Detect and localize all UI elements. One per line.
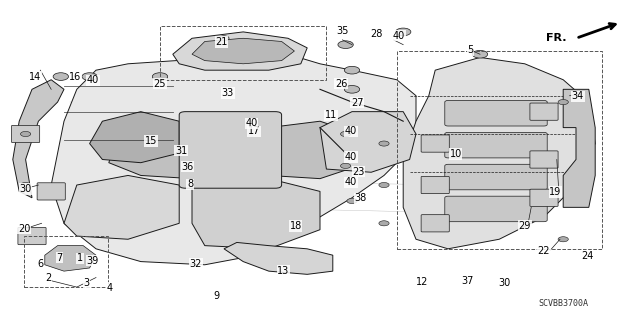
Text: 36: 36 xyxy=(181,161,194,172)
Polygon shape xyxy=(173,32,307,70)
Text: 40: 40 xyxy=(86,75,99,85)
Text: 16: 16 xyxy=(69,72,82,82)
FancyBboxPatch shape xyxy=(179,112,282,188)
Text: 40: 40 xyxy=(245,118,258,129)
Text: 21: 21 xyxy=(215,37,228,47)
Polygon shape xyxy=(563,89,595,207)
Text: 26: 26 xyxy=(335,78,348,89)
Text: 6: 6 xyxy=(37,259,44,269)
Circle shape xyxy=(219,36,229,41)
Polygon shape xyxy=(320,112,416,172)
Polygon shape xyxy=(192,38,294,64)
Text: 40: 40 xyxy=(392,31,405,41)
Polygon shape xyxy=(51,48,416,265)
Text: 40: 40 xyxy=(344,177,357,188)
Circle shape xyxy=(396,28,411,36)
Circle shape xyxy=(472,50,488,58)
Polygon shape xyxy=(64,175,179,239)
Text: 30: 30 xyxy=(19,184,32,194)
Polygon shape xyxy=(13,80,64,198)
Polygon shape xyxy=(403,57,595,249)
Text: 33: 33 xyxy=(221,88,234,98)
Circle shape xyxy=(152,73,168,80)
Text: 32: 32 xyxy=(189,259,202,269)
Polygon shape xyxy=(192,179,320,249)
FancyBboxPatch shape xyxy=(421,215,449,232)
Circle shape xyxy=(82,73,97,80)
FancyBboxPatch shape xyxy=(445,100,547,126)
Text: 22: 22 xyxy=(538,246,550,256)
Text: 14: 14 xyxy=(29,71,42,82)
Circle shape xyxy=(558,100,568,105)
Text: 27: 27 xyxy=(351,98,364,108)
Circle shape xyxy=(379,221,389,226)
Circle shape xyxy=(347,198,357,204)
Text: 15: 15 xyxy=(145,136,157,146)
Text: 19: 19 xyxy=(549,187,562,197)
Text: 1: 1 xyxy=(77,253,83,263)
Text: 8: 8 xyxy=(187,179,193,189)
Polygon shape xyxy=(224,242,333,274)
FancyBboxPatch shape xyxy=(421,176,449,194)
Text: 17: 17 xyxy=(248,126,260,137)
Text: 12: 12 xyxy=(416,277,429,287)
Text: 5: 5 xyxy=(467,45,474,55)
Text: 9: 9 xyxy=(213,291,220,301)
Text: 29: 29 xyxy=(518,221,531,231)
Text: 40: 40 xyxy=(344,126,357,137)
Text: 39: 39 xyxy=(86,256,99,266)
FancyBboxPatch shape xyxy=(530,151,558,168)
Circle shape xyxy=(340,163,351,168)
FancyBboxPatch shape xyxy=(445,196,547,222)
Text: 11: 11 xyxy=(324,110,337,121)
FancyBboxPatch shape xyxy=(18,227,46,245)
Text: 3: 3 xyxy=(83,278,90,288)
Text: 38: 38 xyxy=(354,193,367,204)
FancyBboxPatch shape xyxy=(445,132,547,158)
Text: 25: 25 xyxy=(154,78,166,89)
Polygon shape xyxy=(45,246,96,271)
Text: 28: 28 xyxy=(370,29,383,39)
Circle shape xyxy=(379,141,389,146)
Circle shape xyxy=(53,73,68,80)
Text: 10: 10 xyxy=(449,149,462,159)
Text: FR.: FR. xyxy=(546,33,566,43)
Text: 24: 24 xyxy=(581,251,594,261)
Polygon shape xyxy=(90,112,179,163)
FancyBboxPatch shape xyxy=(12,125,40,143)
Circle shape xyxy=(20,182,31,188)
Circle shape xyxy=(344,85,360,93)
Text: SCVBB3700A: SCVBB3700A xyxy=(538,299,588,308)
Text: 7: 7 xyxy=(56,253,63,263)
FancyBboxPatch shape xyxy=(37,183,65,200)
Text: 23: 23 xyxy=(352,167,365,177)
FancyBboxPatch shape xyxy=(530,189,558,206)
Text: 40: 40 xyxy=(344,152,357,162)
Text: 31: 31 xyxy=(175,145,188,156)
FancyBboxPatch shape xyxy=(445,164,547,190)
Circle shape xyxy=(379,182,389,188)
FancyBboxPatch shape xyxy=(530,103,558,120)
Circle shape xyxy=(344,66,360,74)
Text: 2: 2 xyxy=(45,272,51,283)
Text: 30: 30 xyxy=(498,278,511,288)
Text: 4: 4 xyxy=(107,283,113,293)
Circle shape xyxy=(340,131,351,137)
Text: 34: 34 xyxy=(572,91,584,101)
Text: 18: 18 xyxy=(289,221,302,231)
Circle shape xyxy=(20,131,31,137)
Circle shape xyxy=(338,41,353,48)
Circle shape xyxy=(558,237,568,242)
Polygon shape xyxy=(109,121,230,179)
Text: 37: 37 xyxy=(461,276,474,286)
Text: 35: 35 xyxy=(336,26,349,36)
Polygon shape xyxy=(237,121,358,179)
Text: 20: 20 xyxy=(18,224,31,234)
FancyBboxPatch shape xyxy=(421,135,449,152)
Text: 13: 13 xyxy=(277,265,290,276)
